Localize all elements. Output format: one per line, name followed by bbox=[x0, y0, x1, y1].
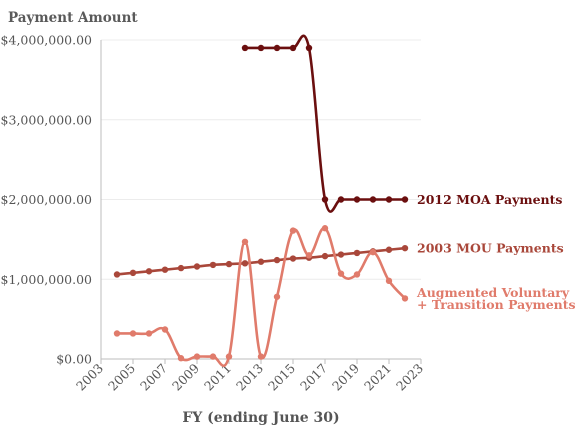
x-tick-label: 2023 bbox=[393, 360, 426, 393]
data-point bbox=[193, 353, 201, 360]
data-point bbox=[257, 258, 265, 265]
data-point bbox=[289, 227, 297, 234]
series-label: Augmented Voluntary+ Transition Payments bbox=[416, 285, 576, 312]
data-point bbox=[289, 44, 297, 52]
series-label-line: Augmented Voluntary bbox=[416, 285, 570, 300]
data-point bbox=[177, 264, 185, 272]
data-point bbox=[369, 248, 377, 256]
x-tick-label: 2017 bbox=[297, 360, 330, 393]
data-point bbox=[289, 255, 297, 262]
data-point bbox=[129, 269, 137, 277]
x-tick-label: 2011 bbox=[201, 361, 234, 394]
data-point bbox=[385, 277, 393, 285]
y-axis-title: Payment Amount bbox=[8, 10, 138, 26]
y-tick-label: $4,000,000.00 bbox=[1, 33, 92, 48]
series-line bbox=[243, 34, 407, 213]
data-point bbox=[161, 266, 169, 273]
data-point bbox=[273, 256, 281, 264]
data-point bbox=[369, 196, 377, 203]
data-point bbox=[401, 244, 409, 252]
y-tick-label: $1,000,000.00 bbox=[1, 272, 92, 287]
data-point bbox=[241, 260, 249, 267]
x-tick-label: 2013 bbox=[233, 360, 266, 393]
data-point bbox=[321, 196, 329, 203]
x-tick-label: 2015 bbox=[265, 361, 298, 394]
data-point bbox=[305, 252, 313, 259]
x-tick-label: 2007 bbox=[137, 360, 170, 393]
data-point bbox=[145, 268, 153, 275]
series-labels: 2012 MOA Payments 2003 MOU Payments Augmen… bbox=[416, 192, 576, 312]
series-label-line: 2003 MOU Payments bbox=[417, 241, 564, 256]
x-tick-label: 2019 bbox=[329, 360, 362, 393]
series-label-line: 2012 MOA Payments bbox=[417, 192, 562, 207]
axes: $0.00 $1,000,000.00 $2,000,000.00 $3,000,00… bbox=[1, 33, 427, 394]
data-point bbox=[177, 355, 185, 362]
data-point bbox=[225, 260, 233, 268]
data-point bbox=[225, 353, 233, 360]
data-point bbox=[273, 44, 281, 52]
data-point bbox=[145, 330, 153, 337]
data-point bbox=[113, 271, 121, 278]
series-lines bbox=[113, 34, 409, 367]
data-point bbox=[353, 196, 361, 203]
data-point bbox=[321, 225, 329, 232]
y-tick-label: $0.00 bbox=[56, 352, 92, 367]
x-tick-label: 2005 bbox=[105, 361, 138, 394]
y-tick-label: $3,000,000.00 bbox=[1, 112, 92, 127]
data-point bbox=[353, 271, 361, 278]
data-point bbox=[209, 261, 217, 269]
data-point bbox=[305, 44, 313, 52]
data-point bbox=[113, 330, 121, 337]
data-point bbox=[161, 326, 169, 333]
data-point bbox=[209, 353, 217, 360]
data-point bbox=[401, 295, 409, 302]
data-point bbox=[193, 263, 201, 270]
data-point bbox=[273, 293, 281, 300]
data-point bbox=[385, 196, 393, 203]
data-point bbox=[353, 249, 361, 257]
y-tick-label: $2,000,000.00 bbox=[1, 192, 92, 207]
x-tick-label: 2009 bbox=[169, 360, 202, 393]
data-point bbox=[337, 196, 345, 203]
series-line bbox=[115, 226, 407, 367]
data-point bbox=[241, 44, 249, 52]
data-point bbox=[385, 246, 393, 253]
data-point bbox=[337, 251, 345, 258]
data-point bbox=[129, 330, 137, 337]
data-point bbox=[321, 252, 329, 260]
series-label-line: + Transition Payments bbox=[417, 297, 576, 312]
data-point bbox=[337, 270, 345, 277]
grid-lines bbox=[101, 39, 421, 360]
series-label: 2012 MOA Payments bbox=[417, 192, 562, 207]
data-point bbox=[241, 238, 249, 245]
series-label: 2003 MOU Payments bbox=[417, 241, 564, 256]
x-tick-label: 2021 bbox=[361, 361, 394, 394]
data-point bbox=[257, 44, 265, 52]
data-point bbox=[401, 196, 409, 203]
data-point bbox=[257, 353, 265, 360]
x-axis-title: FY (ending June 30) bbox=[182, 410, 339, 426]
